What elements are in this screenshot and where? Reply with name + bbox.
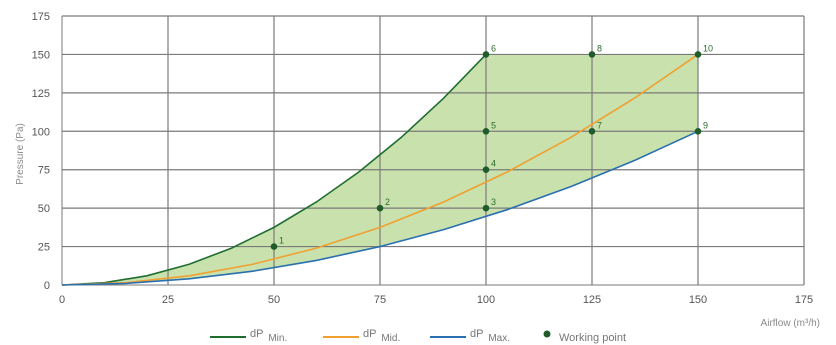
series-line-dp-min xyxy=(61,53,487,286)
legend-label-working-point: Working point xyxy=(559,332,626,344)
y-tick-label-25: 25 xyxy=(38,242,50,254)
x-tick-label-125: 125 xyxy=(583,294,601,306)
y-tick-label-0: 0 xyxy=(44,280,50,292)
legend: dP Min. dP Mid. dP Max. Working point xyxy=(210,328,626,344)
series-line-dp-max xyxy=(61,130,699,286)
working-point-4 xyxy=(482,166,490,174)
legend-label-dp-min: dP Min. xyxy=(250,328,287,344)
x-tick-label-50: 50 xyxy=(268,294,280,306)
working-point-10 xyxy=(694,51,702,58)
legend-label-dp-max-main: dP xyxy=(470,328,483,340)
working-point-label-9: 9 xyxy=(703,120,708,130)
working-point-label-6: 6 xyxy=(491,43,496,53)
working-point-8 xyxy=(588,51,596,58)
x-tick-label-150: 150 xyxy=(689,294,707,306)
working-point-label-8: 8 xyxy=(597,43,602,53)
grid-layer xyxy=(61,15,805,286)
legend-item-dp-max: dP Max. xyxy=(430,328,510,344)
y-tick-label-100: 100 xyxy=(32,126,50,138)
x-tick-label-100: 100 xyxy=(477,294,495,306)
x-tick-label-0: 0 xyxy=(59,294,65,306)
x-tick-label-75: 75 xyxy=(374,294,386,306)
working-point-label-4: 4 xyxy=(491,159,496,169)
y-axis-title: Pressure (Pa) xyxy=(15,123,26,185)
x-tick-label-175: 175 xyxy=(795,294,813,306)
legend-item-dp-min: dP Min. xyxy=(210,328,287,344)
legend-label-dp-mid-sub: Mid. xyxy=(381,333,400,344)
working-points-layer: 1 2 3 4 5 6 7 8 9 10 xyxy=(270,43,713,250)
x-tick-label-25: 25 xyxy=(162,294,174,306)
working-point-9 xyxy=(694,127,702,135)
legend-label-dp-max-sub: Max. xyxy=(488,333,510,344)
legend-label-dp-min-sub: Min. xyxy=(268,333,287,344)
y-tick-label-75: 75 xyxy=(38,165,50,177)
working-point-2 xyxy=(376,204,384,212)
working-point-label-5: 5 xyxy=(491,120,496,130)
working-point-label-1: 1 xyxy=(279,236,284,246)
x-axis-title: Airflow (m³/h) xyxy=(761,318,820,329)
working-point-6 xyxy=(482,51,490,58)
working-point-label-10: 10 xyxy=(703,43,713,53)
series-layer xyxy=(61,53,699,286)
legend-item-working-point: Working point xyxy=(543,330,626,344)
legend-label-dp-min-main: dP xyxy=(250,328,263,340)
working-point-5 xyxy=(482,127,490,135)
working-point-7 xyxy=(588,127,596,135)
legend-label-dp-mid: dP Mid. xyxy=(363,328,400,344)
legend-label-dp-mid-main: dP xyxy=(363,328,376,340)
working-point-label-3: 3 xyxy=(491,197,496,207)
working-point-3 xyxy=(482,204,490,212)
legend-marker-working-point xyxy=(543,330,551,338)
y-tick-label-125: 125 xyxy=(32,88,50,100)
legend-label-dp-max: dP Max. xyxy=(470,328,510,344)
working-point-label-2: 2 xyxy=(385,197,390,207)
series-line-dp-mid xyxy=(61,53,699,286)
working-point-1 xyxy=(270,243,278,250)
legend-item-dp-mid: dP Mid. xyxy=(323,328,400,344)
y-tick-label-175: 175 xyxy=(32,11,50,23)
working-point-label-7: 7 xyxy=(597,120,602,130)
y-tick-label-150: 150 xyxy=(32,49,50,61)
y-tick-label-50: 50 xyxy=(38,203,50,215)
